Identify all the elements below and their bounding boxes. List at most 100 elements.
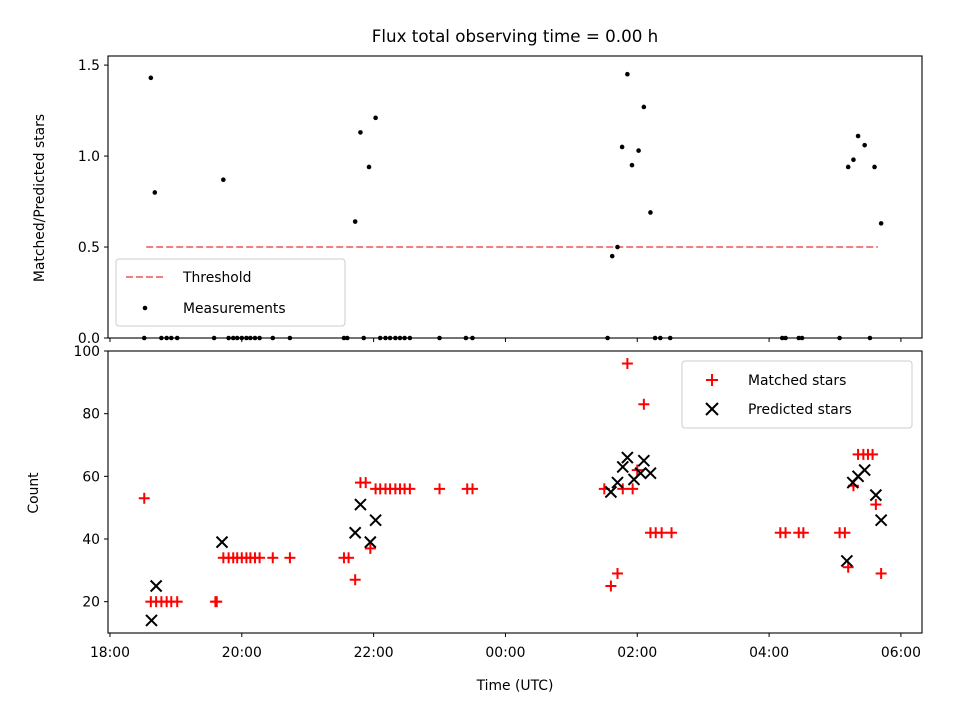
predicted-star-point — [604, 485, 618, 499]
predicted-star-point — [149, 579, 163, 593]
bottom-y-tick-label: 100 — [73, 344, 100, 360]
bottom-y-tick-label: 60 — [82, 469, 100, 485]
chart-title: Flux total observing time = 0.00 h — [372, 26, 658, 46]
measurement-point — [619, 144, 625, 150]
legend-predicted-swatch — [705, 402, 719, 416]
measurement-point — [862, 142, 867, 148]
matched-star-point — [404, 483, 416, 495]
predicted-star-point — [858, 463, 871, 477]
matched-star-point — [171, 596, 183, 608]
matched-star-point — [617, 483, 629, 495]
bottom-legend: Matched stars Predicted stars — [681, 360, 913, 429]
predicted-star-point — [611, 476, 624, 489]
measurement-point — [855, 133, 861, 139]
x-tick-label: 20:00 — [222, 645, 262, 661]
matched-star-point — [349, 574, 361, 586]
measurement-point — [358, 130, 363, 135]
measurement-point — [221, 177, 226, 183]
top-axes-frame — [107, 55, 923, 339]
legend-threshold-label: Threshold — [182, 270, 251, 286]
measurement-point — [625, 71, 630, 77]
predicted-star-point — [644, 466, 657, 480]
x-tick-label: 06:00 — [881, 645, 921, 661]
matched-star-point — [627, 483, 639, 495]
matched-star-point — [211, 596, 223, 608]
matched-star-point — [870, 499, 882, 511]
matched-star-point — [797, 527, 809, 539]
measurement-point — [148, 75, 154, 81]
matched-star-point — [875, 567, 887, 579]
top-y-tick-label: 0.0 — [78, 331, 100, 347]
bottom-y-ticks: 20 40 60 80 100 — [73, 344, 108, 611]
predicted-star-point — [364, 535, 377, 549]
measurement-point — [373, 115, 378, 121]
legend-predicted-label: Predicted stars — [748, 402, 852, 418]
measurement-point — [851, 157, 856, 163]
bottom-y-tick-label: 20 — [82, 595, 100, 611]
predicted-star-point — [869, 488, 883, 502]
bottom-y-axis-label: Count — [26, 472, 42, 514]
predicted-star-point — [348, 526, 362, 539]
x-axis-label: Time (UTC) — [476, 678, 554, 694]
matched-star-point — [638, 398, 650, 410]
x-tick-label: 18:00 — [90, 645, 130, 661]
matched-star-point — [267, 552, 279, 564]
measurement-point — [648, 210, 653, 215]
x-tick-label: 02:00 — [617, 645, 657, 661]
top-y-ticks: 0.0 0.5 1.0 1.5 — [78, 58, 108, 347]
measurement-point — [636, 148, 641, 153]
predicted-star-point — [634, 466, 647, 480]
measurement-point — [878, 221, 884, 226]
measurement-point — [609, 253, 615, 259]
bottom-y-tick-label: 80 — [82, 407, 100, 423]
measurement-point — [641, 104, 647, 110]
measurement-point — [152, 190, 158, 195]
predicted-star-point — [369, 513, 382, 527]
legend-matched-swatch — [706, 374, 718, 386]
bottom-x-ticks: 18:00 20:00 22:00 00:00 02:00 04:00 06:00 — [90, 633, 921, 661]
predicted-star-point — [621, 451, 634, 464]
matched-star-point — [611, 567, 623, 579]
matched-star-point — [839, 527, 851, 539]
matched-star-point — [434, 483, 446, 495]
matched-star-point — [466, 483, 478, 495]
measurement-point — [872, 164, 877, 170]
predicted-star-point — [840, 554, 854, 568]
measurement-point — [615, 244, 620, 250]
x-tick-label: 04:00 — [749, 645, 789, 661]
matched-star-point — [656, 527, 668, 539]
matched-star-point — [254, 552, 266, 564]
matched-star-point — [621, 358, 633, 370]
matched-star-point — [666, 527, 678, 539]
measurement-point — [629, 162, 635, 168]
top-legend: Threshold Measurements — [115, 258, 346, 327]
top-legend-box — [115, 258, 346, 327]
top-y-tick-label: 1.5 — [78, 58, 100, 74]
bottom-panel: Count Time (UTC) 20 40 60 80 100 18:00 20:00 2… — [26, 344, 923, 694]
x-tick-label: 22:00 — [354, 645, 394, 661]
measurement-point — [366, 164, 372, 170]
bottom-legend-box — [681, 360, 913, 429]
matched-star-point — [138, 492, 150, 504]
legend-measurements-swatch — [142, 305, 148, 311]
x-tick-label: 00:00 — [485, 645, 525, 661]
matched-star-point — [364, 542, 376, 554]
matched-star-point — [780, 527, 792, 539]
legend-matched-label: Matched stars — [748, 373, 846, 389]
legend-measurements-label: Measurements — [183, 301, 286, 317]
matched-star-point — [360, 477, 372, 489]
predicted-star-point — [637, 454, 651, 467]
matched-star-point — [343, 552, 355, 564]
count-points — [138, 358, 888, 627]
measurement-point — [845, 164, 851, 170]
top-panel: Flux total observing time = 0.00 h Match… — [32, 26, 923, 347]
top-y-axis-label: Matched/Predicted stars — [32, 114, 48, 282]
predicted-star-point — [616, 460, 629, 474]
matched-star-point — [867, 448, 879, 460]
top-y-tick-label: 1.0 — [78, 149, 100, 165]
matched-star-point — [605, 580, 617, 592]
predicted-star-point — [354, 498, 367, 511]
predicted-star-point — [874, 513, 888, 527]
